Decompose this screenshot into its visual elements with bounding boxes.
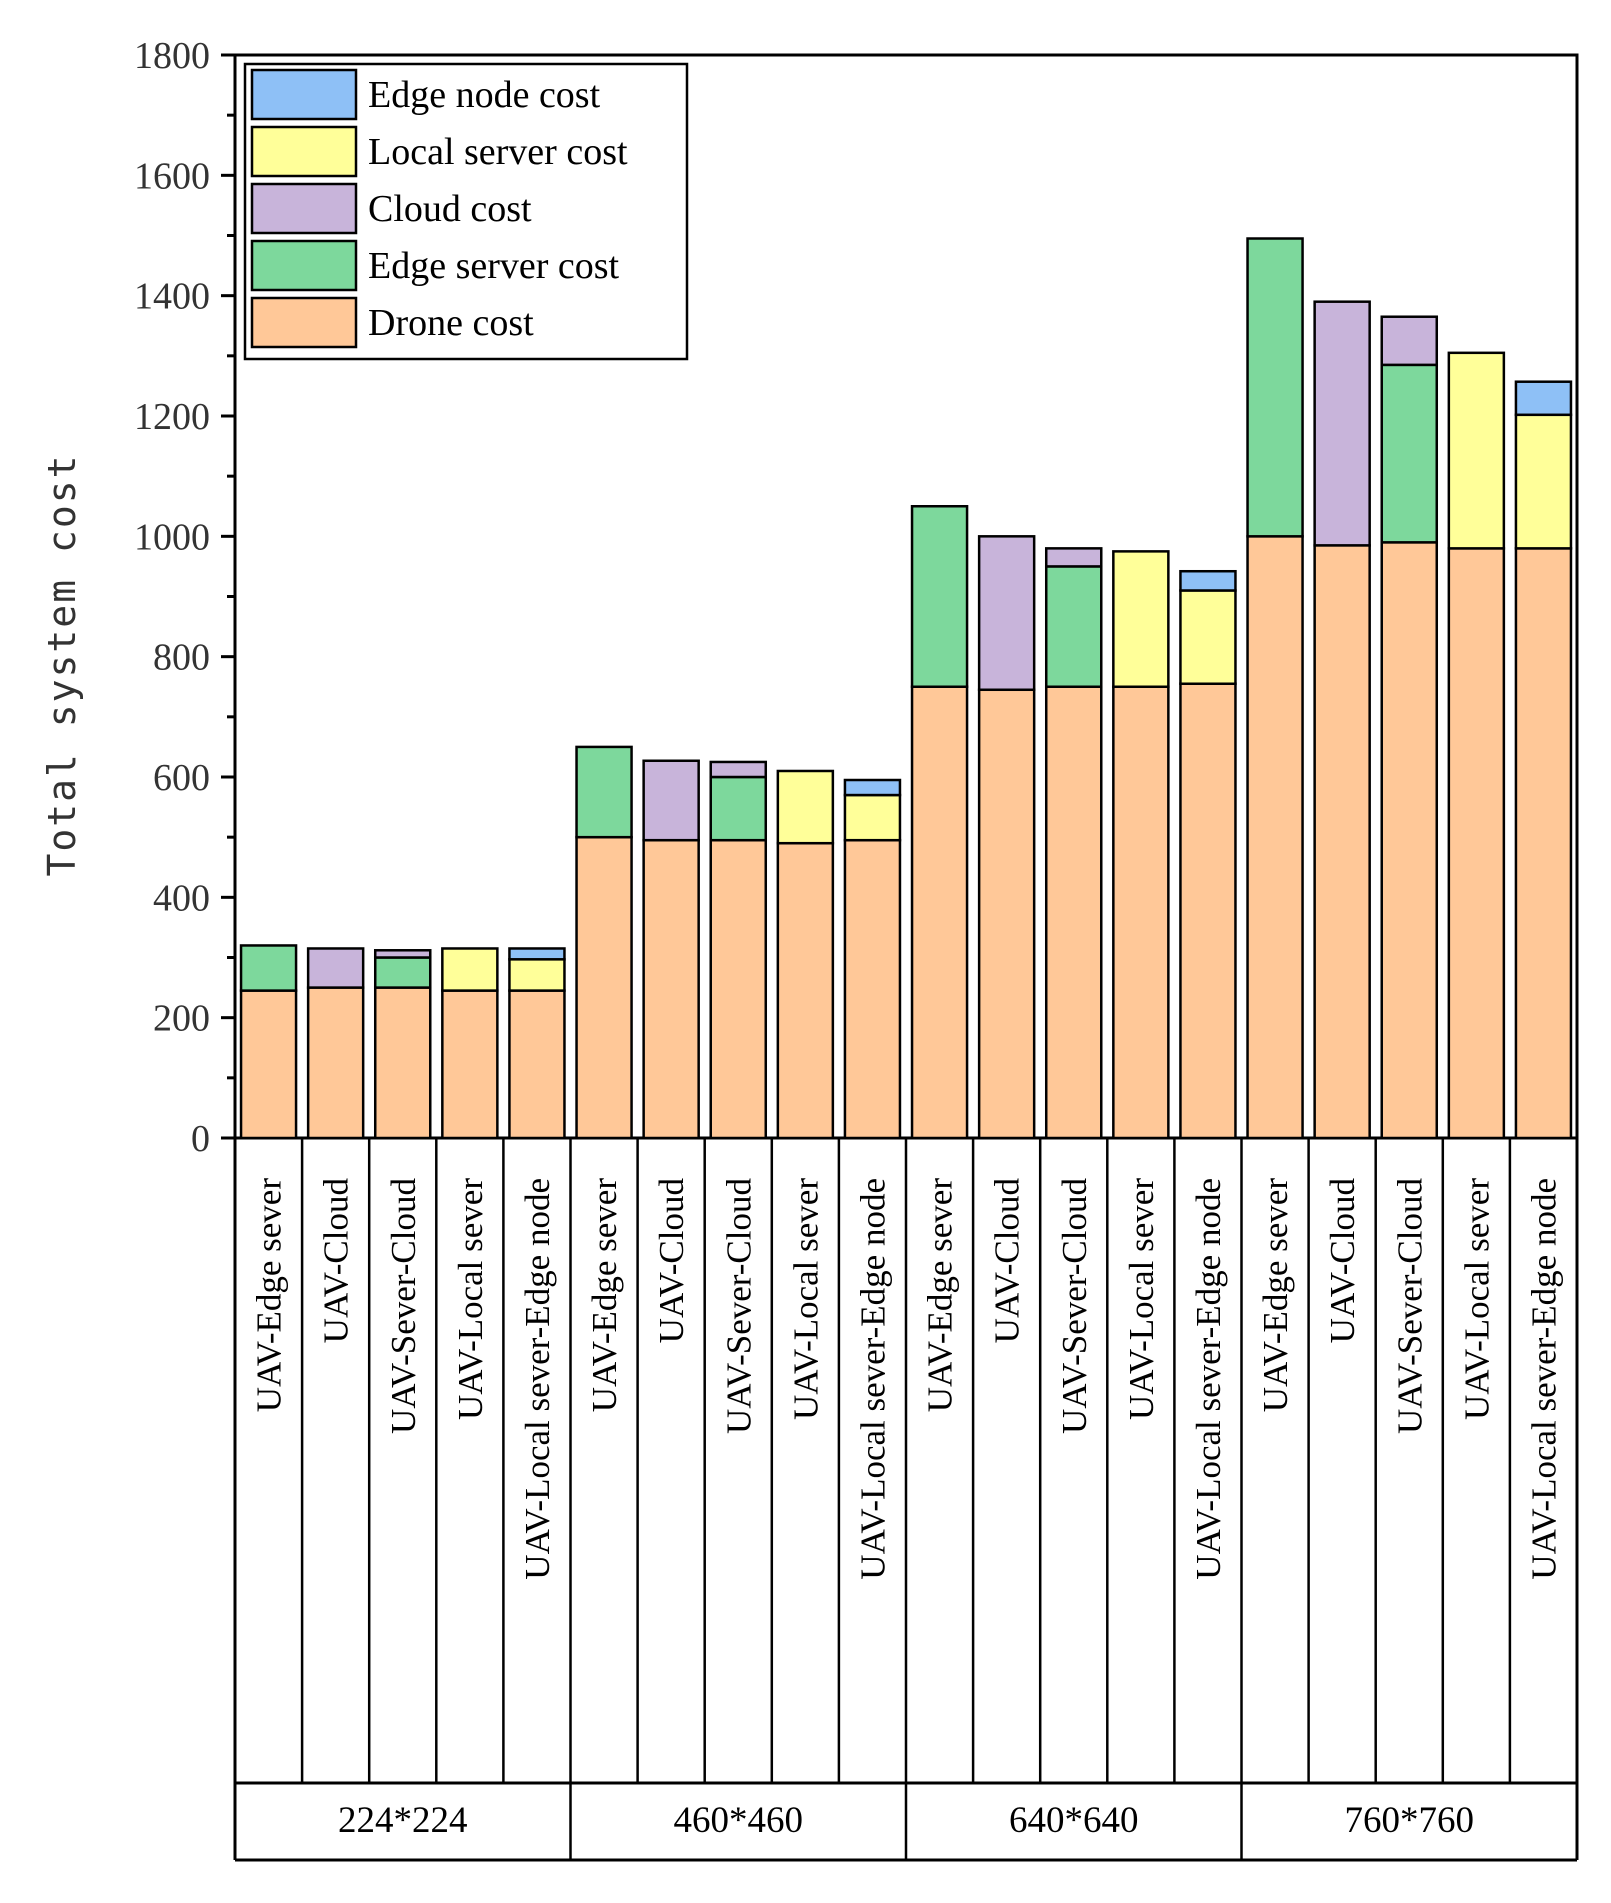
bar-drone-cost: [642, 838, 700, 1140]
bar-edge-server-cost: [1380, 363, 1439, 544]
bar-edge-server-cost: [910, 505, 969, 688]
bar-edge-server-cost: [1246, 237, 1304, 538]
category-label: UAV-Local sever: [1122, 1178, 1161, 1420]
bar-local-server-cost: [1179, 589, 1237, 685]
bar-drone-cost: [508, 989, 566, 1140]
bar-drone-cost: [709, 838, 768, 1140]
category-label: UAV-Local sever: [451, 1178, 490, 1420]
bar-drone-cost: [239, 989, 298, 1140]
bar-local-server-cost: [1514, 413, 1573, 550]
group-label: 760*760: [1345, 1800, 1475, 1841]
category-label: UAV-Cloud: [1323, 1178, 1362, 1344]
category-label: UAV-Local sever: [786, 1178, 825, 1420]
bar-drone-cost: [1313, 544, 1371, 1140]
category-label: UAV-Local sever-Edge node: [853, 1178, 892, 1580]
y-tick-label: 1400: [134, 276, 210, 318]
bar-drone-cost: [1112, 685, 1170, 1140]
y-tick-label: 1200: [134, 396, 210, 438]
bar-cloud-cost: [709, 760, 768, 779]
bar-drone-cost: [1447, 547, 1506, 1140]
legend-label-drone-cost: Drone cost: [368, 302, 534, 344]
group-label: 224*224: [338, 1800, 468, 1841]
bar-drone-cost: [441, 989, 499, 1140]
bar-cloud-cost: [306, 947, 365, 989]
category-label: UAV-Sever-Cloud: [719, 1178, 758, 1434]
y-axis-title: Total system cost: [40, 454, 84, 877]
group-label: 640*640: [1009, 1800, 1139, 1841]
group-label: 460*460: [674, 1800, 804, 1841]
bar-local-server-cost: [441, 947, 499, 992]
legend-swatch-edge-node-cost: [250, 68, 358, 121]
bar-cloud-cost: [1380, 315, 1439, 367]
category-label: UAV-Edge sever: [921, 1178, 960, 1413]
bar-edge-server-cost: [239, 944, 298, 992]
category-label: UAV-Edge sever: [1256, 1178, 1295, 1413]
bar-local-server-cost: [843, 793, 902, 842]
bar-local-server-cost: [1112, 550, 1170, 688]
category-label: UAV-Local sever-Edge node: [518, 1178, 557, 1580]
bar-drone-cost: [1246, 535, 1304, 1140]
y-axis-ticks: 0 200 400 600 800 1000 1200 1400 1600 1800: [134, 35, 235, 1160]
y-tick-label: 400: [153, 877, 210, 919]
category-label: UAV-Sever-Cloud: [1055, 1178, 1094, 1434]
bar-edge-node-cost: [1179, 569, 1237, 592]
bar-cloud-cost: [977, 535, 1036, 692]
bar-series: [239, 237, 1573, 1140]
category-label: UAV-Local sever-Edge node: [1189, 1178, 1228, 1580]
bar-edge-node-cost: [508, 947, 566, 961]
legend-swatch-cloud-cost: [250, 182, 358, 235]
legend-label-edge-node-cost: Edge node cost: [368, 74, 601, 116]
legend-swatch-local-server-cost: [250, 125, 358, 178]
bar-drone-cost: [575, 835, 633, 1140]
legend-label-cloud-cost: Cloud cost: [368, 188, 532, 230]
bar-drone-cost: [1380, 541, 1439, 1140]
category-label: UAV-Cloud: [317, 1178, 356, 1344]
x-axis-table: 224*224 460*460 640*640 760*760 UAV-Edge sev…: [233, 1138, 1579, 1862]
y-tick-label: 600: [153, 757, 210, 799]
bar-drone-cost: [843, 838, 902, 1140]
bar-edge-node-cost: [843, 778, 902, 797]
bar-local-server-cost: [776, 769, 835, 845]
category-label: UAV-Cloud: [652, 1178, 691, 1344]
category-label: UAV-Edge sever: [250, 1178, 289, 1413]
bar-edge-server-cost: [709, 775, 768, 842]
y-tick-label: 1000: [134, 516, 210, 558]
bar-local-server-cost: [1447, 351, 1506, 550]
category-label: UAV-Local sever: [1457, 1178, 1496, 1420]
bar-drone-cost: [373, 986, 432, 1140]
category-label: UAV-Edge sever: [585, 1178, 624, 1413]
bar-cloud-cost: [1044, 547, 1103, 568]
category-label: UAV-Sever-Cloud: [384, 1178, 423, 1434]
bar-cloud-cost: [1313, 300, 1371, 547]
legend: Edge node cost Local server cost Cloud cos…: [243, 62, 689, 361]
bar-edge-server-cost: [1044, 565, 1103, 689]
bar-drone-cost: [1179, 682, 1237, 1140]
legend-swatch-edge-server-cost: [250, 239, 358, 292]
legend-swatch-drone-cost: [250, 296, 358, 349]
category-label: UAV-Sever-Cloud: [1390, 1178, 1429, 1434]
legend-label-local-server-cost: Local server cost: [368, 131, 628, 173]
bar-edge-server-cost: [373, 956, 432, 989]
legend-label-edge-server-cost: Edge server cost: [368, 245, 620, 287]
bar-cloud-cost: [373, 949, 432, 959]
category-label: UAV-Cloud: [988, 1178, 1027, 1344]
bar-edge-server-cost: [575, 745, 633, 839]
bar-drone-cost: [776, 841, 835, 1140]
bar-drone-cost: [910, 685, 969, 1140]
bar-local-server-cost: [508, 958, 566, 992]
bar-cloud-cost: [642, 759, 700, 842]
y-tick-label: 1600: [134, 155, 210, 197]
bar-drone-cost: [1044, 685, 1103, 1140]
y-tick-label: 0: [191, 1118, 210, 1160]
y-tick-label: 1800: [134, 35, 210, 77]
bar-drone-cost: [1514, 547, 1573, 1140]
y-tick-label: 800: [153, 637, 210, 679]
bar-edge-node-cost: [1514, 380, 1573, 417]
y-tick-label: 200: [153, 998, 210, 1040]
bar-drone-cost: [306, 986, 365, 1140]
bar-drone-cost: [977, 688, 1036, 1140]
category-label: UAV-Local sever-Edge node: [1524, 1178, 1563, 1580]
